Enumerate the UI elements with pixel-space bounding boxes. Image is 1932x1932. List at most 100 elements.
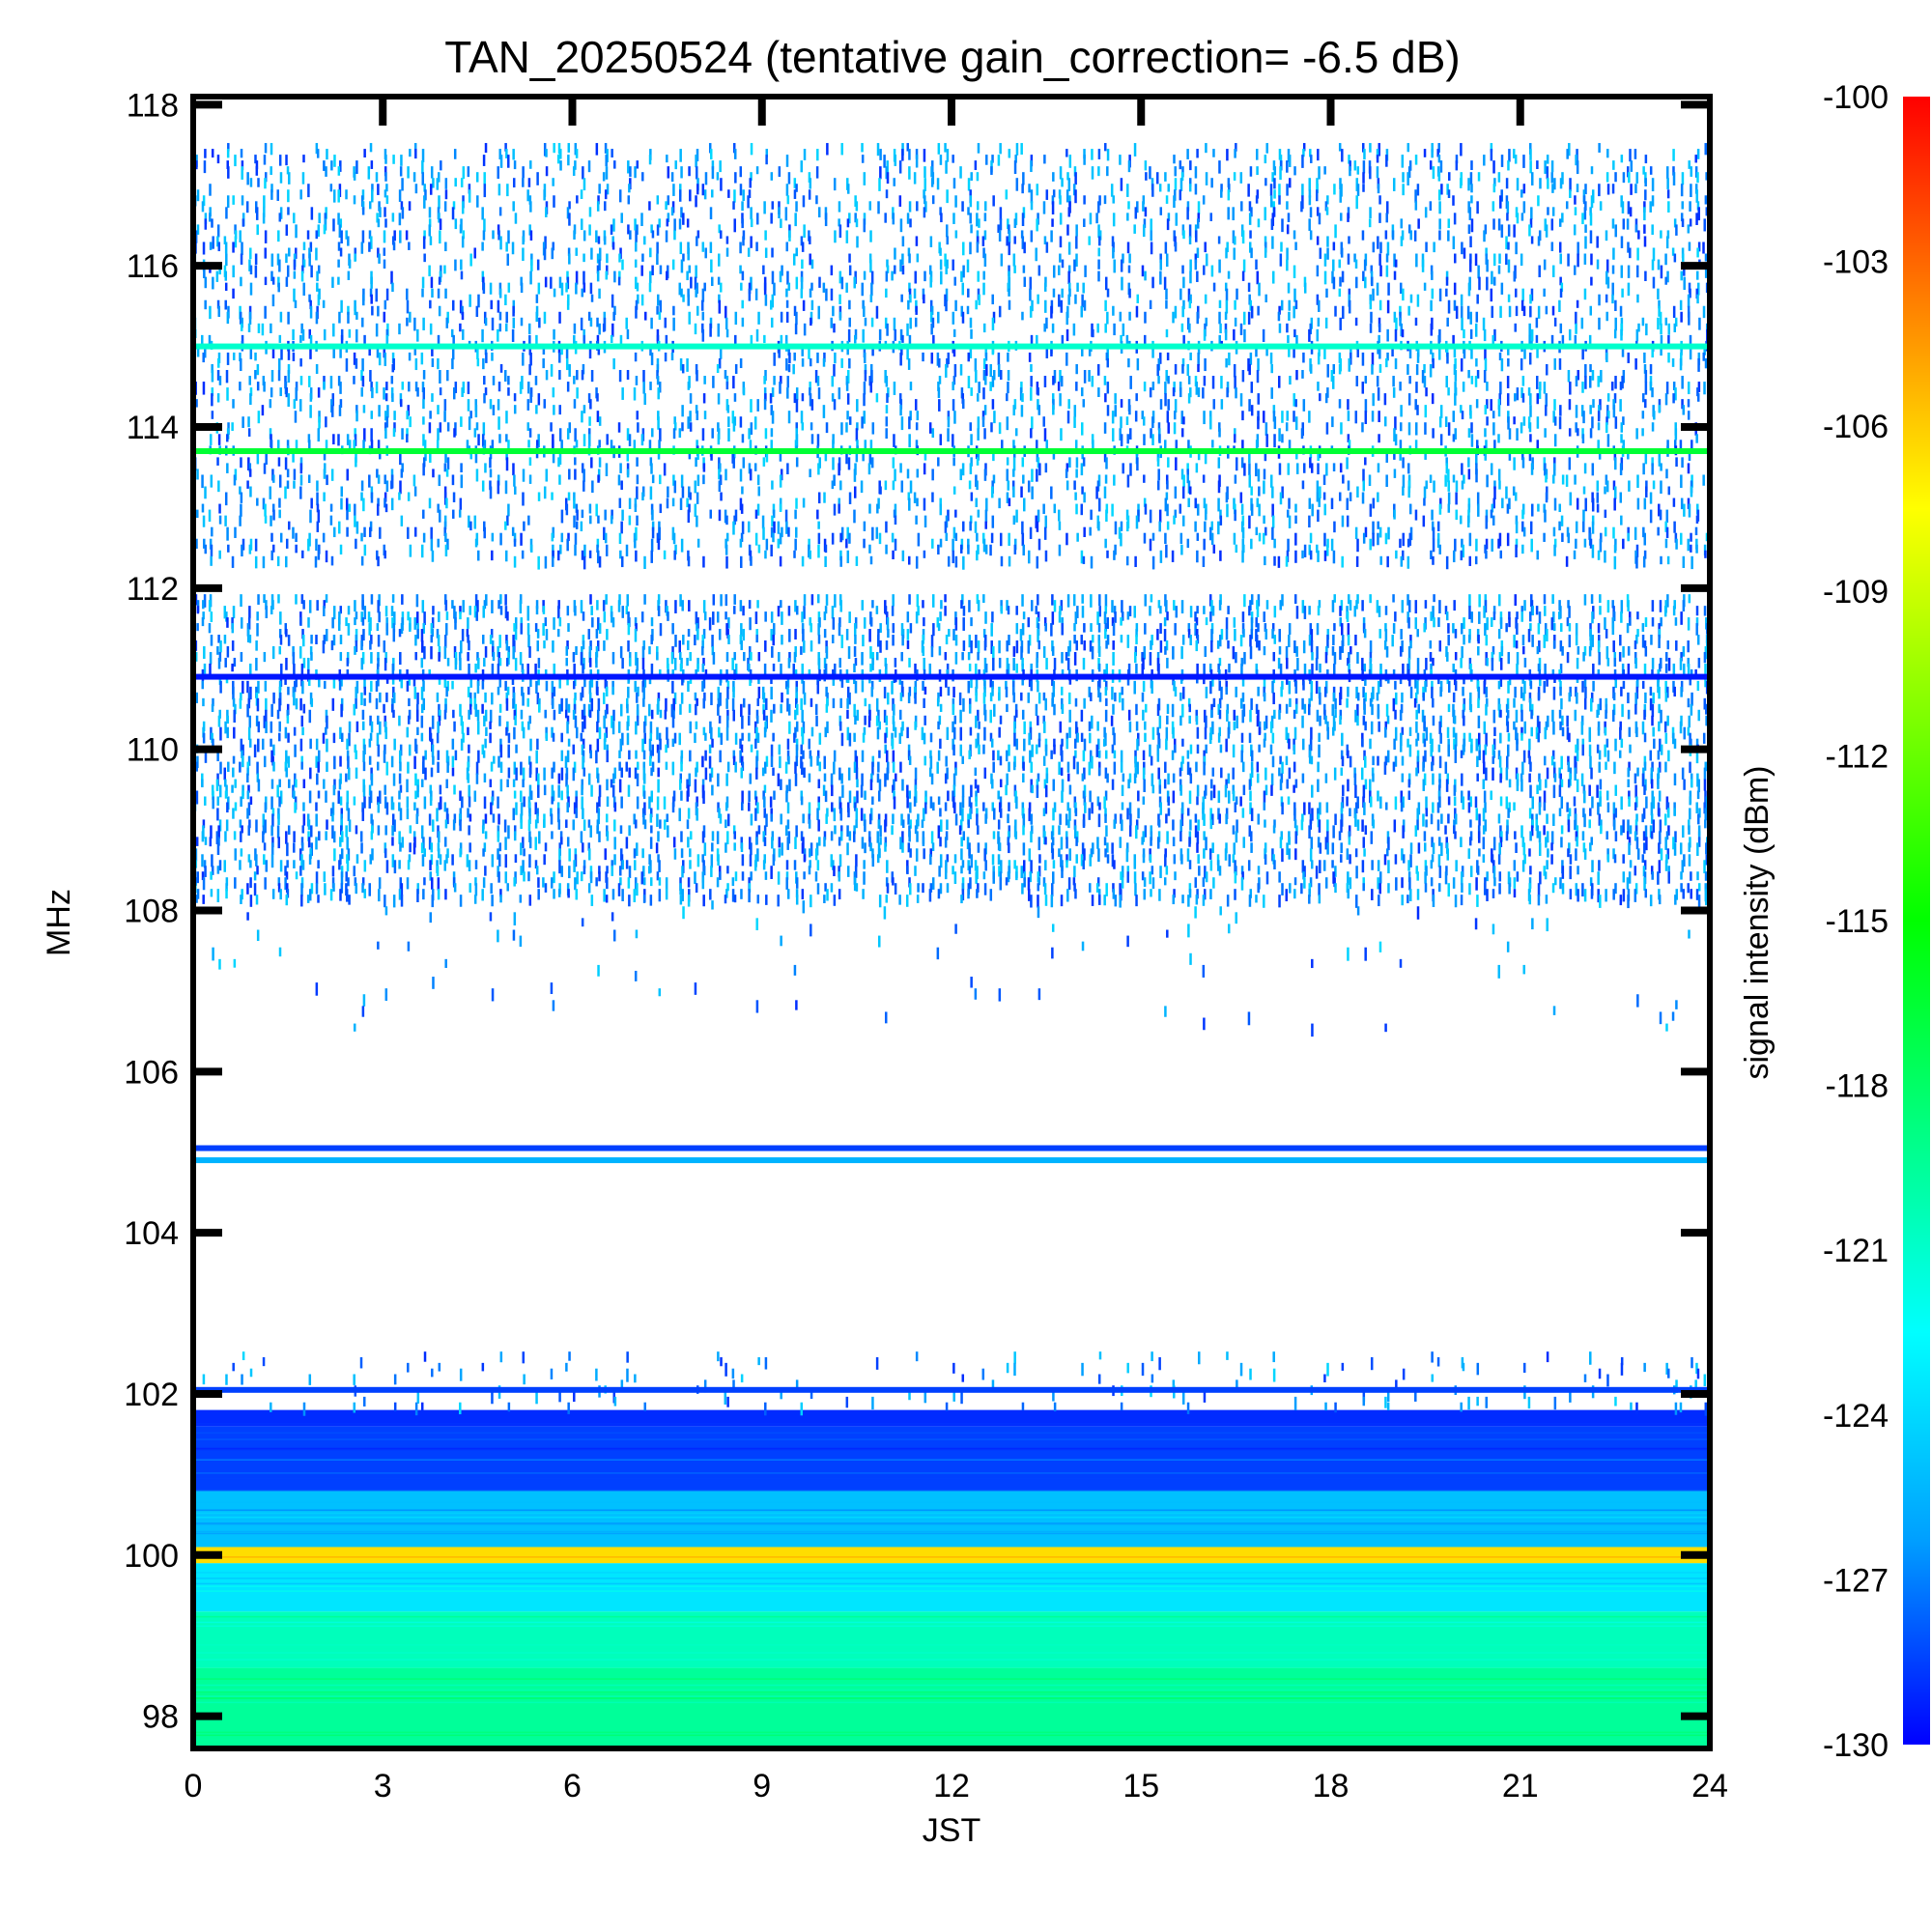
noise-cell	[1248, 399, 1251, 412]
noise-cell	[1189, 160, 1192, 171]
noise-cell	[271, 503, 275, 513]
noise-cell	[1111, 428, 1115, 442]
noise-cell	[1447, 469, 1450, 483]
noise-cell	[598, 555, 602, 568]
noise-cell	[1575, 323, 1577, 334]
noise-cell	[497, 224, 500, 235]
noise-cell	[1604, 486, 1606, 495]
noise-cell	[1073, 416, 1076, 429]
noise-cell	[772, 503, 776, 514]
noise-cell	[1641, 428, 1644, 437]
noise-cell	[900, 480, 904, 493]
noise-cell	[1627, 532, 1630, 542]
noise-cell	[1651, 463, 1654, 475]
noise-cell	[808, 172, 811, 183]
noise-cell	[917, 606, 920, 616]
noise-cell	[1092, 328, 1094, 338]
noise-cell	[885, 288, 888, 298]
noise-cell	[1424, 207, 1428, 218]
noise-cell	[368, 474, 371, 488]
noise-cell	[224, 282, 228, 291]
noise-cell	[422, 457, 426, 468]
noise-cell	[1150, 242, 1153, 255]
noise-cell	[946, 357, 949, 368]
noise-cell	[1356, 166, 1360, 175]
noise-cell	[461, 305, 464, 316]
noise-cell	[1567, 532, 1571, 544]
noise-cell	[1322, 474, 1326, 486]
noise-cell	[371, 387, 374, 399]
noise-cell	[1098, 236, 1101, 246]
noise-cell	[1342, 474, 1345, 484]
noise-cell	[412, 172, 416, 183]
noise-cell	[773, 521, 776, 533]
noise-cell	[756, 474, 760, 486]
noise-cell	[1181, 166, 1184, 178]
noise-cell	[635, 550, 638, 562]
noise-cell	[323, 451, 327, 461]
noise-cell	[940, 213, 943, 223]
noise-cell	[1492, 515, 1495, 526]
noise-cell	[618, 532, 622, 545]
noise-cell	[969, 515, 973, 524]
noise-cell	[833, 323, 836, 333]
noise-cell	[1392, 594, 1395, 603]
noise-cell	[1083, 526, 1086, 537]
noise-cell	[581, 370, 584, 381]
noise-cell	[757, 486, 760, 497]
noise-cell	[1129, 428, 1132, 440]
noise-cell	[1197, 387, 1201, 398]
noise-cell	[1438, 503, 1442, 515]
noise-cell	[667, 611, 669, 621]
noise-cell	[1470, 218, 1474, 233]
noise-cell	[1031, 469, 1034, 482]
noise-cell	[438, 276, 441, 285]
noise-cell	[908, 416, 911, 430]
noise-cell	[1043, 236, 1047, 245]
noise-cell	[1598, 184, 1601, 197]
noise-cell	[914, 270, 917, 284]
noise-cell	[750, 422, 753, 436]
noise-cell	[1497, 172, 1501, 183]
noise-cell	[1620, 265, 1624, 278]
noise-cell	[900, 294, 903, 302]
noise-cell	[558, 428, 562, 441]
noise-cell	[1520, 422, 1523, 434]
noise-cell	[1120, 532, 1122, 547]
noise-cell	[1303, 606, 1307, 619]
noise-cell	[1021, 457, 1025, 468]
noise-cell	[1475, 311, 1479, 323]
noise-cell	[315, 311, 319, 325]
noise-cell	[217, 434, 221, 445]
noise-cell	[393, 230, 396, 242]
noise-cell	[535, 600, 539, 610]
noise-cell	[346, 469, 349, 481]
noise-cell	[567, 143, 571, 153]
noise-cell	[1599, 201, 1603, 211]
noise-cell	[1514, 155, 1518, 164]
noise-cell	[225, 253, 228, 267]
noise-cell	[1120, 399, 1123, 408]
noise-cell	[945, 288, 949, 301]
noise-cell	[818, 276, 821, 288]
noise-cell	[1674, 387, 1677, 401]
noise-cell	[560, 282, 564, 296]
noise-cell	[1006, 236, 1009, 246]
noise-cell	[832, 457, 835, 470]
noise-cell	[1347, 213, 1350, 222]
noise-cell	[831, 606, 835, 619]
noise-cell	[498, 149, 501, 160]
noise-cell	[1020, 486, 1023, 498]
noise-cell	[711, 189, 714, 198]
noise-cell	[1674, 532, 1678, 543]
noise-cell	[544, 555, 548, 569]
noise-cell	[1180, 428, 1184, 438]
noise-cell	[1074, 294, 1077, 304]
noise-cell	[1173, 411, 1177, 420]
noise-cell	[1171, 550, 1175, 562]
noise-cell	[1166, 611, 1169, 621]
noise-cell	[908, 497, 911, 511]
noise-cell	[499, 606, 503, 615]
noise-cell	[330, 160, 333, 171]
noise-cell	[952, 550, 955, 564]
